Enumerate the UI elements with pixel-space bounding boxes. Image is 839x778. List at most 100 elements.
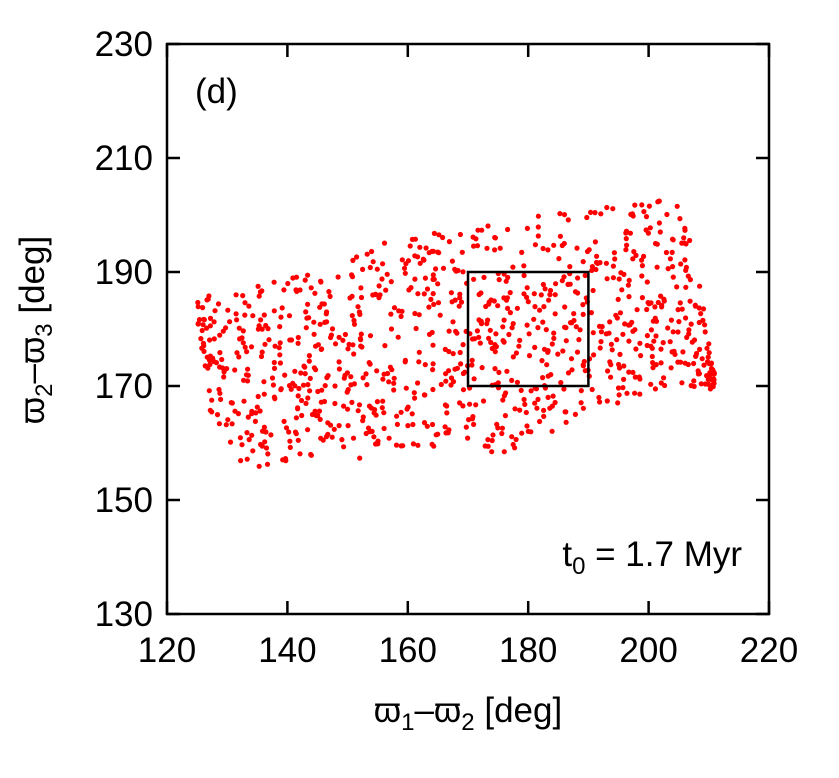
data-point xyxy=(303,325,309,331)
data-point xyxy=(245,372,251,378)
data-point xyxy=(288,386,294,392)
data-point xyxy=(596,394,602,401)
data-point xyxy=(510,264,516,270)
data-point xyxy=(526,331,532,337)
data-point xyxy=(272,396,278,402)
data-point xyxy=(278,386,284,392)
plot-frame xyxy=(165,42,771,616)
data-point xyxy=(302,277,308,283)
data-point xyxy=(691,378,697,384)
data-point xyxy=(446,239,452,245)
data-point xyxy=(487,327,493,333)
data-point xyxy=(452,366,458,372)
data-point xyxy=(302,364,308,370)
data-point xyxy=(443,378,449,384)
data-point xyxy=(668,365,674,371)
data-point xyxy=(421,420,428,426)
data-point xyxy=(295,334,301,341)
data-point xyxy=(325,420,331,426)
data-point xyxy=(457,231,463,238)
data-point xyxy=(236,354,242,360)
data-point xyxy=(639,273,645,279)
x-tick-label: 200 xyxy=(619,631,677,670)
data-point xyxy=(369,248,375,255)
data-point xyxy=(517,407,523,413)
data-point xyxy=(678,261,684,267)
data-point xyxy=(480,398,487,404)
data-point xyxy=(582,368,588,374)
data-point xyxy=(492,234,498,241)
data-point xyxy=(661,375,667,381)
data-point xyxy=(561,274,567,280)
data-point xyxy=(639,295,646,301)
data-point xyxy=(431,443,437,449)
data-point xyxy=(311,331,317,337)
data-point xyxy=(632,202,638,208)
data-point xyxy=(689,339,695,345)
data-point xyxy=(549,403,556,409)
data-point xyxy=(229,421,235,427)
data-point xyxy=(386,435,392,441)
data-point xyxy=(241,377,247,383)
data-point xyxy=(687,298,693,304)
data-point xyxy=(495,303,501,309)
data-point xyxy=(443,371,449,377)
data-point xyxy=(318,435,324,441)
data-point xyxy=(525,299,531,305)
data-point xyxy=(450,351,456,357)
data-point xyxy=(440,234,446,241)
data-point xyxy=(358,331,364,337)
data-point xyxy=(255,326,261,332)
data-point xyxy=(209,397,215,403)
data-point xyxy=(531,291,537,297)
data-point xyxy=(403,385,409,391)
data-point xyxy=(293,287,299,293)
data-point xyxy=(534,405,540,411)
data-point xyxy=(610,275,617,281)
data-point xyxy=(242,312,248,318)
data-point xyxy=(363,430,369,437)
data-point xyxy=(195,299,201,306)
data-point xyxy=(697,346,703,352)
data-point xyxy=(264,461,271,467)
data-point xyxy=(422,275,428,281)
data-point xyxy=(532,304,538,310)
data-point xyxy=(524,423,530,429)
data-point xyxy=(485,443,491,449)
data-point xyxy=(357,311,363,317)
data-point xyxy=(416,312,422,318)
data-point xyxy=(555,351,561,357)
data-point xyxy=(580,311,586,317)
data-point xyxy=(416,359,422,365)
data-point xyxy=(539,358,545,364)
data-point xyxy=(683,267,689,273)
data-point xyxy=(685,361,691,368)
data-point xyxy=(220,328,226,334)
data-point xyxy=(597,345,603,351)
data-point xyxy=(217,332,223,338)
data-point xyxy=(650,318,656,324)
data-point xyxy=(216,421,222,427)
data-point xyxy=(687,237,693,244)
data-point xyxy=(550,393,556,399)
data-point xyxy=(195,320,201,327)
data-point xyxy=(440,265,447,271)
data-point xyxy=(435,249,441,255)
data-point xyxy=(258,317,264,323)
data-point xyxy=(627,230,634,236)
data-point xyxy=(262,341,268,347)
data-point xyxy=(476,317,482,323)
data-point xyxy=(349,313,355,319)
data-point xyxy=(488,339,494,345)
data-point xyxy=(499,425,505,431)
data-point xyxy=(217,364,223,370)
data-point xyxy=(453,328,459,334)
data-point xyxy=(535,213,542,219)
data-point xyxy=(246,437,252,443)
x-axis-label-sub1: 1 xyxy=(401,709,414,736)
data-point xyxy=(676,319,682,325)
data-point xyxy=(557,211,563,217)
data-point xyxy=(465,435,471,441)
data-point xyxy=(227,319,233,325)
data-point xyxy=(299,412,305,419)
